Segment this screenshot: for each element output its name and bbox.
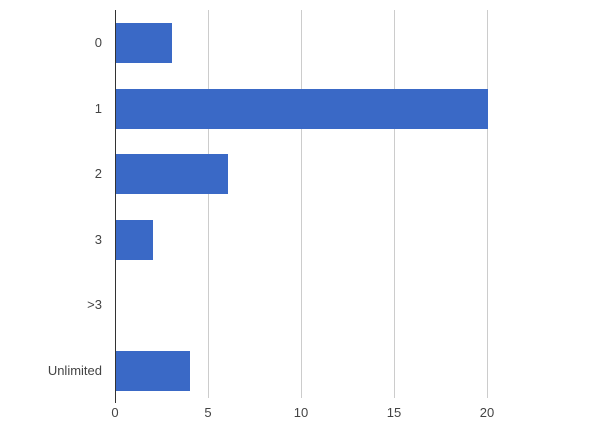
y-tick-label->3: >3 [87, 297, 102, 312]
x-tick-label-20: 20 [479, 405, 495, 420]
y-tick-label-2: 2 [94, 166, 102, 181]
bar-Unlimited [116, 350, 191, 391]
gridline-10 [301, 10, 302, 398]
x-axis-baseline [115, 10, 116, 403]
x-tick-label-10: 10 [293, 405, 309, 420]
gridline-15 [394, 10, 395, 398]
x-tick-label-15: 15 [386, 405, 402, 420]
y-tick-label-Unlimited: Unlimited [47, 362, 102, 378]
y-tick-label-3: 3 [94, 231, 102, 247]
x-tick-label-5: 5 [204, 405, 212, 420]
bar-2 [116, 154, 228, 194]
bar-3 [116, 219, 154, 260]
bar-1 [116, 88, 488, 129]
gridline-20 [487, 10, 488, 398]
plot-area [115, 10, 580, 403]
x-tick-label-0: 0 [111, 405, 119, 420]
y-tick-label-1: 1 [94, 100, 102, 116]
y-tick-label-0: 0 [94, 35, 102, 50]
bar-0 [116, 23, 172, 63]
gridline-5 [208, 10, 209, 398]
